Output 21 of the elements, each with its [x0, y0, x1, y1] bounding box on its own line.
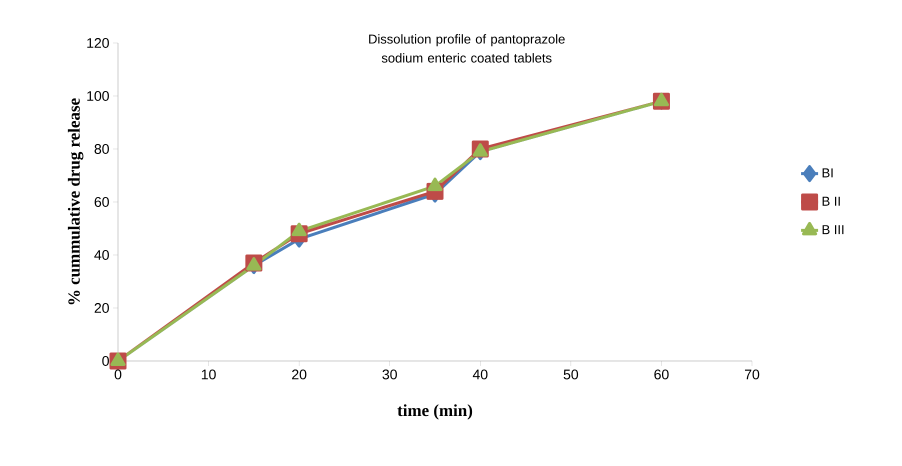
y-tick-label: 120 [87, 38, 109, 48]
y-tick-label: 40 [94, 250, 109, 260]
y-axis-title: % cummulative drug release [68, 98, 84, 304]
legend-label: B II [822, 196, 840, 206]
x-tick-label: 50 [564, 370, 578, 380]
y-tick-label: 0 [102, 356, 109, 366]
y-tick-label: 60 [94, 197, 109, 207]
x-axis-title: time (min) [397, 404, 472, 420]
x-tick-label: 40 [472, 370, 488, 380]
legend-label: BI [822, 168, 833, 178]
x-tick-label: 20 [292, 370, 306, 380]
x-tick-label: 70 [744, 370, 760, 380]
x-tick-label: 60 [654, 370, 669, 380]
legend-label: B III [822, 225, 844, 234]
x-tick-label: 10 [202, 370, 216, 380]
chart-title: Dissolution profile of pantoprazole sodium enteric coated tablets [369, 34, 565, 63]
x-tick-label: 30 [382, 370, 397, 380]
x-tick-label: 0 [114, 370, 122, 380]
y-tick-label: 100 [87, 91, 109, 101]
y-tick-label: 20 [94, 303, 109, 313]
y-tick-label: 80 [94, 144, 109, 154]
